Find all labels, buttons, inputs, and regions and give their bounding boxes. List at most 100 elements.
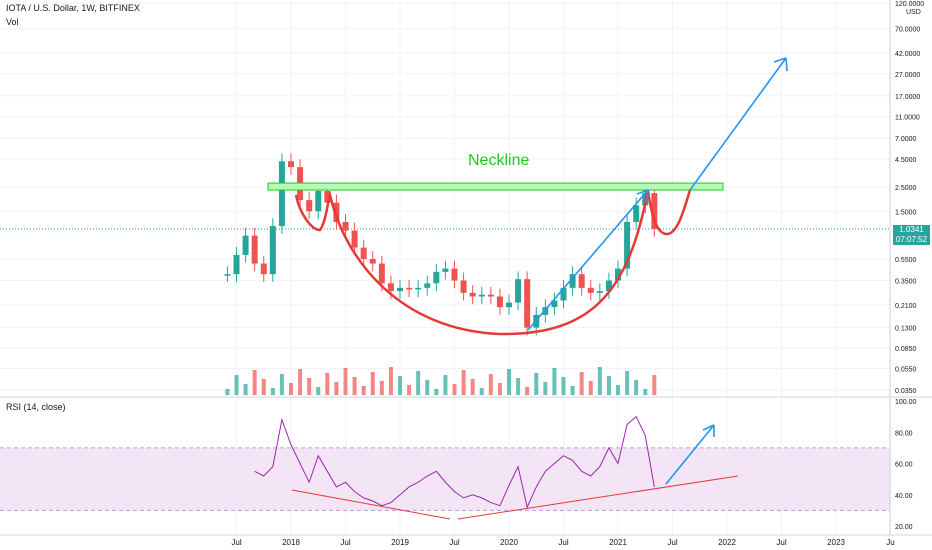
candle-body [587,287,594,293]
volume-bar [452,384,457,395]
volume-bar [225,389,230,395]
candle-body [324,191,331,203]
time-tick-label: 2018 [282,538,300,547]
candle-body [288,161,294,168]
time-tick-label: 2021 [609,538,627,547]
candle-body [624,221,631,269]
candle-body [515,279,522,303]
candle-body [251,235,258,264]
time-tick-label: 2023 [827,538,845,547]
price-tick-label: 7.0000 [895,136,917,143]
time-tick-label: 2022 [718,538,736,547]
volume-bar [307,378,312,395]
rsi-divergence-line-2 [457,475,739,520]
candle-body [369,259,376,264]
volume-bar [616,385,620,395]
rsi-tick-label: 40.00 [895,493,913,500]
volume-bar [588,381,593,395]
price-tick-label: 1.5000 [895,209,917,216]
volume-bar [543,382,548,395]
volume-bar [407,385,412,395]
symbol-title[interactable]: IOTA / U.S. Dollar, 1W, BITFINEX [6,3,140,13]
rsi-panel [0,415,890,511]
bar-countdown: 07:07:52 [895,235,928,244]
time-tick-label: Jul [558,538,568,547]
candle-body [496,296,503,308]
volume-bar [470,379,475,395]
volume-bar [398,376,402,395]
price-tick-label: 70.0000 [895,27,920,34]
volume-bar [361,386,366,395]
neckline-box [267,182,724,191]
volume-bar [479,388,484,395]
last-price-tag: 1.0341 07:07:52 [893,225,930,245]
price-tick-label: 0.0550 [895,367,917,374]
volume-bar [279,374,284,395]
price-tick-label: 11.0000 [895,115,920,122]
time-tick-label: 2020 [500,538,518,547]
volume-bar [561,377,566,395]
candle-body [615,268,621,281]
candle-body [224,274,231,276]
time-tick-label: Jul [449,538,459,547]
cup-handle-curve [294,189,692,336]
candle-body [569,274,576,288]
time-tick-label: Jul [776,538,786,547]
volume-bar [625,371,630,395]
time-tick-label: Jul [667,538,677,547]
candle-body [360,247,367,260]
candle-body [306,200,313,212]
volume-bar [334,382,339,395]
volume-bar [234,375,239,395]
rsi-divergence-line-1 [291,489,451,520]
drawing-overlay [267,57,788,520]
volume-bar [325,373,330,395]
rsi-tick-label: 80.00 [895,430,913,437]
price-tick-label: 4.5000 [895,157,917,164]
time-tick-label: Ju [886,538,894,547]
candle-body [633,205,640,222]
volume-bar [552,368,557,395]
candle-body [605,280,612,292]
volume-bar [507,369,511,395]
volume-bar [316,387,321,395]
rsi-arrow [665,424,715,485]
neckline-label: Neckline [468,152,530,169]
candle-body [424,283,431,288]
candle-body [378,263,385,284]
candle-body [333,202,340,222]
volume-bar [534,373,539,395]
volume-bar [416,371,421,395]
candle-body [269,226,276,275]
rsi-line [254,415,655,509]
rsi-band [0,447,890,511]
price-tick-label: 0.3500 [895,279,917,286]
volume-bars [225,367,657,395]
trend-arrowhead [636,189,649,203]
candle-body [442,268,449,272]
volume-bar [597,367,602,395]
volume-bar [434,389,439,395]
price-tick-label: 120.0000 [895,1,924,8]
candle-body [342,221,349,231]
price-tick-label: 0.0350 [895,388,917,395]
volume-bar [352,377,357,395]
candle-body [524,279,531,328]
candle-body [260,263,267,275]
candle-body [415,287,422,290]
last-price-value: 1.0341 [899,225,924,234]
candle-body [460,280,467,293]
volume-bar [652,375,657,395]
rsi-label[interactable]: RSI (14, close) [6,402,66,412]
time-tick-label: Jul [340,538,350,547]
price-tick-label: 0.2100 [895,303,917,310]
candle-body [596,291,603,293]
volume-bar [579,372,584,395]
volume-bar [298,369,303,395]
price-tick-label: 42.0000 [895,51,920,58]
trend-arrow-up [527,189,649,331]
volume-bar [461,370,466,395]
rsi-tick-label: 60.00 [895,462,913,469]
